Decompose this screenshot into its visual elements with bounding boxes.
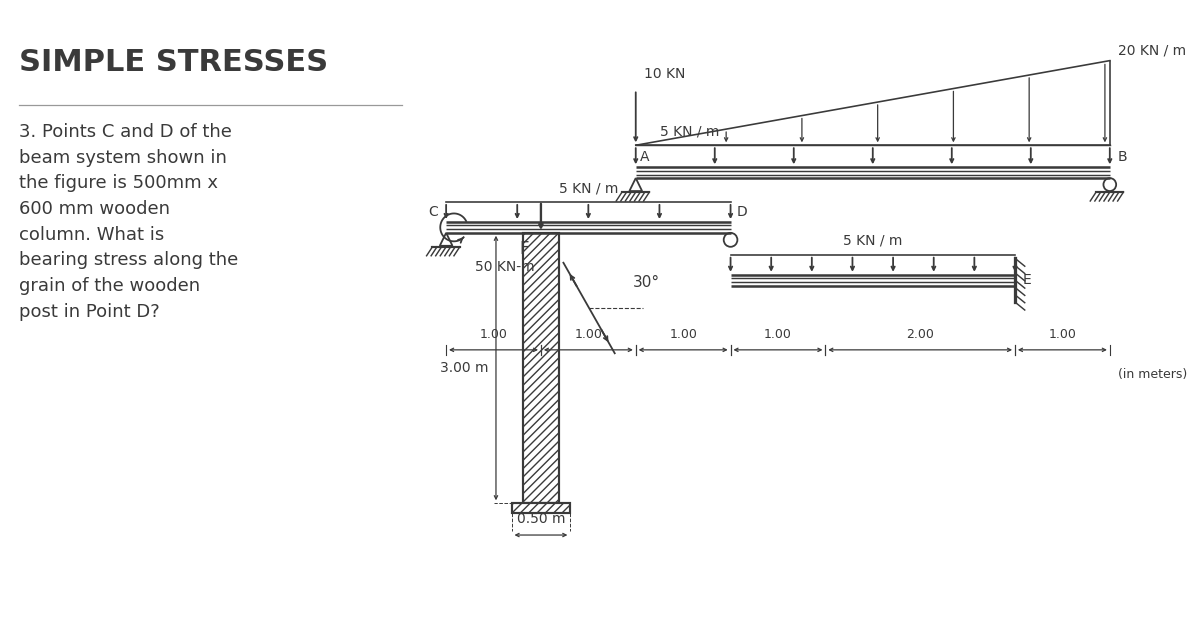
Text: 1.00: 1.00: [1049, 328, 1076, 341]
Text: 1.00: 1.00: [764, 328, 792, 341]
Text: 30°: 30°: [634, 275, 660, 290]
Text: 1.00: 1.00: [575, 328, 602, 341]
Text: (in meters): (in meters): [1117, 368, 1187, 380]
Text: 1.00: 1.00: [670, 328, 697, 341]
Text: 0.50 m: 0.50 m: [517, 512, 565, 526]
Text: 5 KN / m: 5 KN / m: [660, 125, 719, 138]
Text: 50 KN-m: 50 KN-m: [475, 260, 535, 274]
Text: 10 KN: 10 KN: [643, 66, 685, 80]
Text: C: C: [428, 205, 438, 219]
Bar: [511, 503, 570, 513]
Text: 5 KN / m: 5 KN / m: [844, 234, 902, 248]
Text: 5 KN / m: 5 KN / m: [559, 181, 618, 195]
Text: D: D: [737, 205, 748, 219]
Text: B: B: [1117, 150, 1127, 164]
Text: 20 KN / m: 20 KN / m: [1117, 44, 1186, 58]
Bar: [523, 233, 558, 503]
Text: 2.00: 2.00: [906, 328, 934, 341]
Text: E: E: [1022, 273, 1032, 287]
Text: 3. Points C and D of the
beam system shown in
the figure is 500mm x
600 mm woode: 3. Points C and D of the beam system sho…: [19, 123, 239, 321]
Text: 1.00: 1.00: [480, 328, 508, 341]
Text: 3.00 m: 3.00 m: [439, 361, 488, 375]
Text: F: F: [520, 240, 529, 258]
Text: SIMPLE STRESSES: SIMPLE STRESSES: [19, 48, 328, 77]
Text: A: A: [640, 150, 649, 164]
